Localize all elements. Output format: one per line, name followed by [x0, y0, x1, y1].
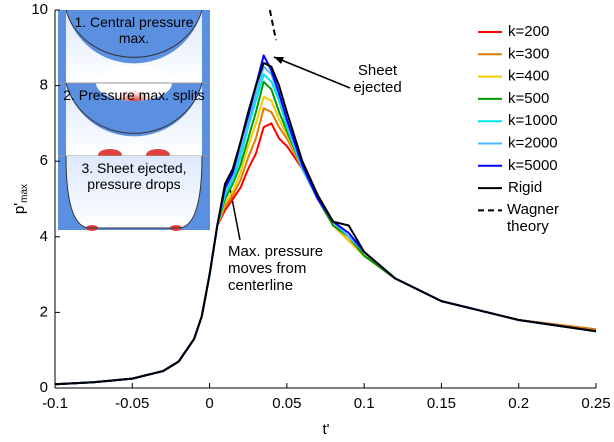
legend-label: k=2000 [508, 134, 558, 151]
inset-label-box: 3. Sheet ejected, pressure drops [81, 160, 187, 192]
y-tick-label: 0 [40, 379, 48, 396]
x-tick-label: 0.05 [272, 395, 301, 412]
inset-label: 2. Pressure max. splits [63, 87, 205, 103]
inset-label-box: 1. Central pressure max. [74, 14, 194, 46]
inset [58, 9, 210, 231]
annotation-box: Sheet ejected [353, 62, 402, 96]
inset-label: 3. Sheet ejected, pressure drops [81, 160, 187, 192]
annotation: Max. pressure moves from centerline [228, 243, 324, 294]
series-line [268, 9, 277, 41]
x-tick-label: 0.2 [508, 395, 529, 412]
x-tick-label: 0.15 [427, 395, 456, 412]
legend-label: k=300 [508, 45, 549, 62]
x-tick-label: 0.25 [581, 395, 610, 412]
y-axis-label: p'max [11, 184, 30, 214]
legend-label: k=1000 [508, 112, 558, 129]
y-tick-label: 4 [40, 228, 48, 245]
x-tick-label: -0.1 [42, 395, 68, 412]
y-tick-label: 10 [31, 1, 48, 18]
legend-label: Wagner theory [507, 201, 559, 236]
y-axis-label-main: p' [11, 203, 28, 214]
annotation: Sheet ejected [353, 62, 402, 96]
y-tick-label: 6 [40, 152, 48, 169]
legend-label: Rigid [508, 179, 542, 196]
legend-label: k=400 [508, 68, 549, 85]
x-tick-label: 0 [205, 395, 213, 412]
y-axis-label-sub: max [19, 184, 30, 203]
annotation-box: Max. pressure moves from centerline [228, 243, 324, 294]
legend-label-box: Wagner theory [507, 201, 559, 236]
arrowhead [274, 57, 284, 64]
legend-label: k=5000 [508, 157, 558, 174]
inset-label: 1. Central pressure max. [74, 14, 194, 46]
x-axis-label: t' [322, 421, 329, 438]
y-tick-label: 8 [40, 77, 48, 94]
arrow [273, 56, 351, 89]
legend-label: k=200 [508, 23, 549, 40]
legend-label: k=500 [508, 90, 549, 107]
x-tick-label: -0.05 [115, 395, 149, 412]
series-line [54, 61, 597, 386]
x-tick-label: 0.1 [354, 395, 375, 412]
inset-label-box: 2. Pressure max. splits [63, 87, 205, 103]
y-tick-label: 2 [40, 303, 48, 320]
